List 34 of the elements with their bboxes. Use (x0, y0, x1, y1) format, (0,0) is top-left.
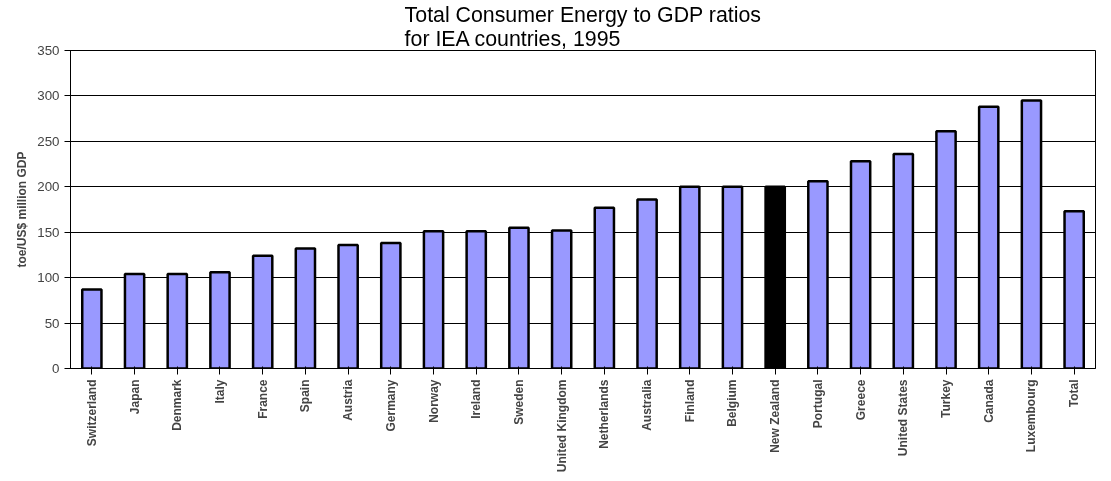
x-tick-label: Finland (682, 379, 697, 423)
x-tick-label: Spain (298, 379, 313, 413)
x-tick-label: Denmark (170, 379, 185, 431)
x-tick-label: Germany (383, 379, 398, 432)
x-tick-label: France (255, 379, 270, 419)
x-tick-label: Netherlands (597, 379, 612, 449)
x-tick-label: Turkey (939, 379, 954, 418)
x-tick-label: Portugal (810, 379, 825, 429)
x-tick-label: Ireland (469, 379, 484, 419)
x-tick-label: Australia (640, 379, 655, 431)
x-tick-label: New Zealand (768, 379, 783, 453)
x-tick-label: Switzerland (84, 379, 99, 447)
y-axis-title: toe/US$ million GDP (15, 151, 30, 268)
y-tick-label: 300 (37, 88, 60, 104)
x-tick-label: Austria (341, 379, 356, 421)
x-tick-label: Italy (212, 379, 227, 404)
y-tick-label: 250 (37, 133, 60, 149)
y-tick-label: 100 (37, 270, 60, 286)
x-tick-label: Greece (853, 379, 868, 421)
x-tick-label: United Kingdom (554, 379, 569, 473)
x-tick-label: Canada (981, 379, 996, 423)
x-tick-label: Belgium (725, 379, 740, 427)
y-tick-label: 350 (37, 43, 60, 58)
x-tick-label: Japan (127, 379, 142, 415)
x-tick-label: Total (1067, 379, 1082, 408)
x-tick-label: United States (896, 379, 911, 457)
x-tick-label: Luxembourg (1024, 379, 1039, 453)
x-tick-label: Sweden (511, 379, 526, 425)
chart-title: Total Consumer Energy to GDP ratios for IEA countries, 1995 (404, 2, 762, 51)
y-tick-label: 150 (37, 224, 60, 240)
x-tick-label: Norway (426, 379, 441, 423)
y-tick-label: 0 (52, 361, 60, 376)
y-tick-label: 200 (37, 179, 60, 195)
y-tick-label: 50 (44, 315, 60, 331)
